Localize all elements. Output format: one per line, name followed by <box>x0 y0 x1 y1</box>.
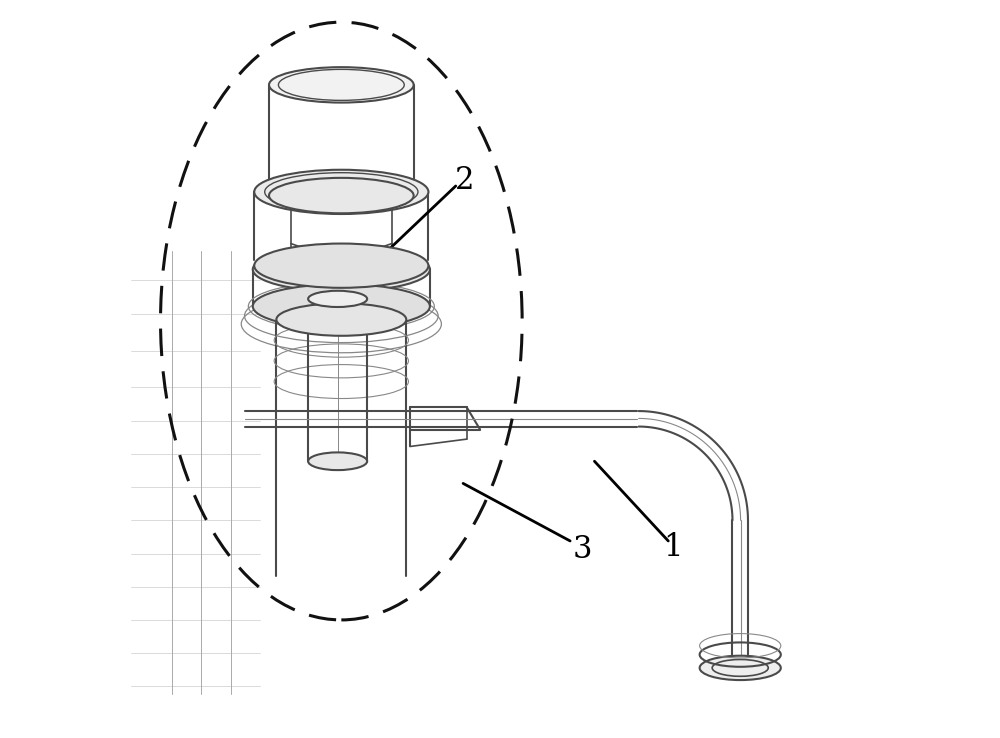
Ellipse shape <box>269 67 414 103</box>
Ellipse shape <box>254 244 428 288</box>
Ellipse shape <box>254 170 428 214</box>
Ellipse shape <box>276 303 406 336</box>
Text: 2: 2 <box>455 165 474 196</box>
Text: 3: 3 <box>573 534 592 565</box>
Ellipse shape <box>700 656 781 680</box>
Ellipse shape <box>308 452 367 470</box>
Text: 1: 1 <box>664 532 683 563</box>
Ellipse shape <box>253 284 430 328</box>
Ellipse shape <box>253 247 430 292</box>
Ellipse shape <box>269 178 414 213</box>
Ellipse shape <box>308 291 367 307</box>
